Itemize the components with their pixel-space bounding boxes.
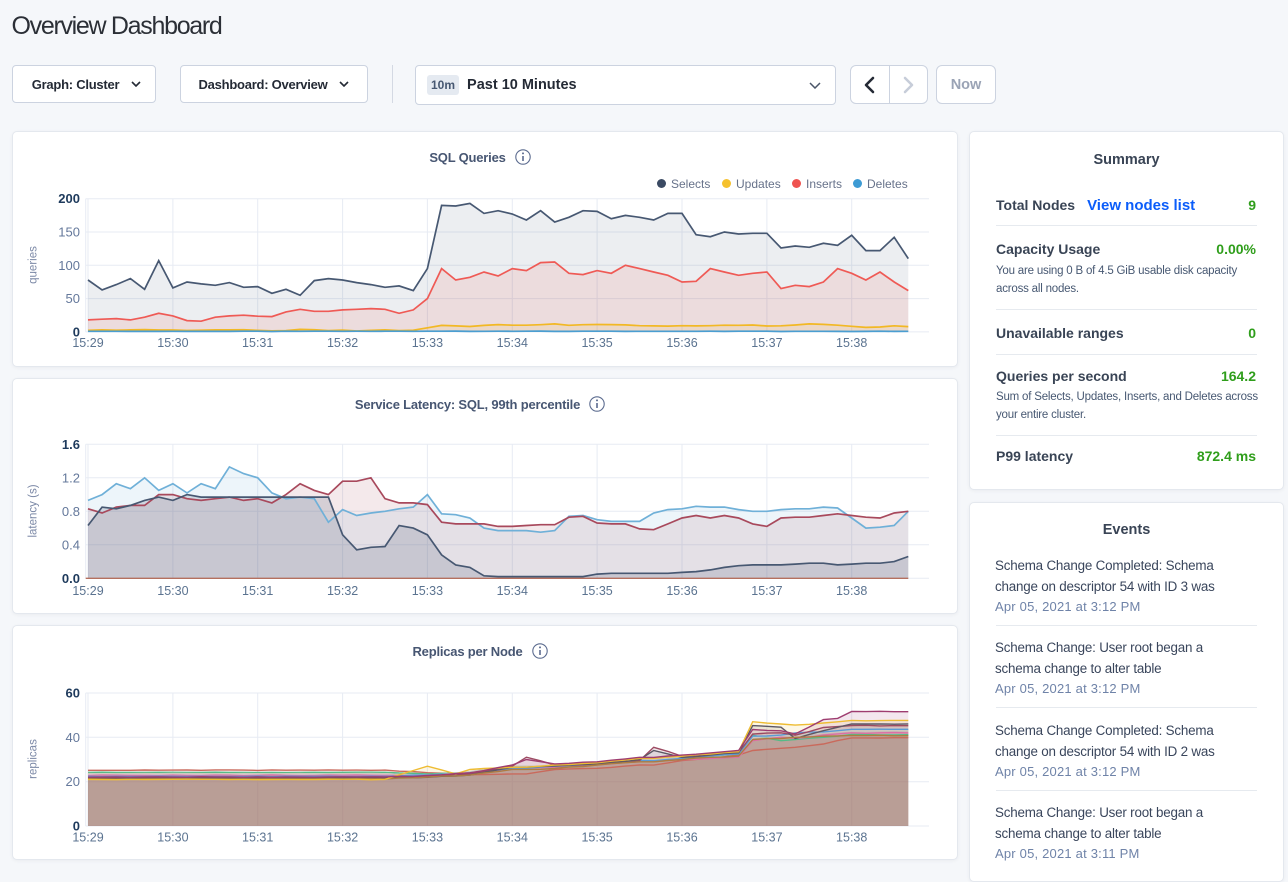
svg-text:15:31: 15:31: [242, 336, 273, 350]
svg-text:queries: queries: [28, 246, 40, 284]
svg-text:15:31: 15:31: [242, 584, 273, 598]
svg-text:0.8: 0.8: [62, 504, 80, 519]
svg-text:15:33: 15:33: [412, 336, 443, 350]
svg-text:0.4: 0.4: [62, 537, 80, 552]
svg-text:15:36: 15:36: [666, 584, 697, 598]
svg-text:15:29: 15:29: [72, 584, 103, 598]
svg-text:15:31: 15:31: [242, 831, 273, 845]
svg-text:40: 40: [66, 730, 80, 745]
svg-text:15:36: 15:36: [666, 831, 697, 845]
svg-text:15:29: 15:29: [72, 831, 103, 845]
svg-text:replicas: replicas: [28, 739, 40, 779]
svg-text:15:32: 15:32: [327, 584, 358, 598]
svg-text:15:34: 15:34: [497, 584, 528, 598]
svg-text:0: 0: [73, 819, 80, 834]
svg-text:15:37: 15:37: [751, 584, 782, 598]
svg-text:0.0: 0.0: [62, 571, 80, 586]
svg-text:15:35: 15:35: [581, 584, 612, 598]
svg-text:15:33: 15:33: [412, 831, 443, 845]
svg-text:15:38: 15:38: [836, 831, 867, 845]
svg-text:200: 200: [58, 191, 80, 206]
svg-text:latency (s): latency (s): [28, 484, 40, 537]
svg-text:15:34: 15:34: [497, 831, 528, 845]
svg-text:60: 60: [66, 686, 80, 701]
svg-text:1.2: 1.2: [62, 470, 80, 485]
svg-text:15:32: 15:32: [327, 336, 358, 350]
svg-text:15:32: 15:32: [327, 831, 358, 845]
svg-text:15:37: 15:37: [751, 336, 782, 350]
svg-text:20: 20: [66, 774, 80, 789]
svg-text:0: 0: [73, 324, 80, 339]
svg-text:15:35: 15:35: [581, 831, 612, 845]
svg-text:15:34: 15:34: [497, 336, 528, 350]
svg-text:150: 150: [58, 225, 80, 240]
svg-text:15:38: 15:38: [836, 336, 867, 350]
svg-text:15:33: 15:33: [412, 584, 443, 598]
svg-text:15:30: 15:30: [157, 584, 188, 598]
svg-text:15:36: 15:36: [666, 336, 697, 350]
svg-text:15:30: 15:30: [157, 336, 188, 350]
svg-text:1.6: 1.6: [62, 437, 80, 452]
svg-text:15:37: 15:37: [751, 831, 782, 845]
svg-text:100: 100: [58, 258, 80, 273]
svg-text:15:38: 15:38: [836, 584, 867, 598]
svg-text:15:30: 15:30: [157, 831, 188, 845]
svg-text:15:35: 15:35: [581, 336, 612, 350]
svg-text:15:29: 15:29: [72, 336, 103, 350]
svg-text:50: 50: [66, 291, 80, 306]
